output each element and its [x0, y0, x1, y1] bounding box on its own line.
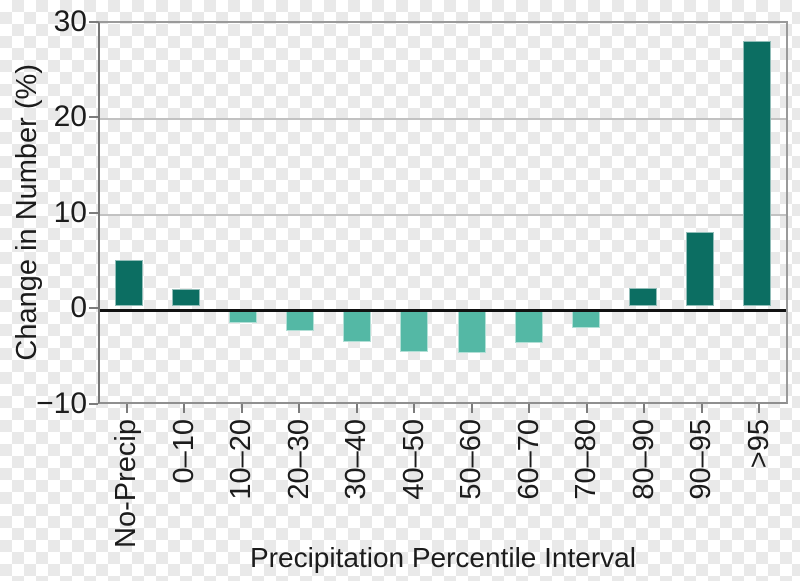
- bar->95: [743, 41, 772, 306]
- y-tick-20: [89, 116, 98, 118]
- x-tick-label-60–70: 60–70: [512, 419, 545, 500]
- bar-70–80: [571, 310, 600, 328]
- x-tick-30–40: [356, 404, 358, 413]
- x-label-slot: 10–20: [213, 419, 271, 548]
- bar-No-Precip: [114, 260, 143, 306]
- bar-80–90: [629, 288, 658, 306]
- bar-slot: [157, 23, 214, 402]
- x-label-slot: 20–30: [271, 419, 329, 548]
- bar-slot: [329, 23, 386, 402]
- y-tick-label--10: −10: [36, 387, 87, 420]
- x-tick-label->95: >95: [742, 419, 775, 469]
- bars-layer: [100, 23, 786, 402]
- gridline-10: [100, 214, 786, 216]
- gridline-20: [100, 118, 786, 120]
- x-tick-40–50: [413, 404, 415, 413]
- y-tick-label-20: 20: [53, 100, 87, 133]
- x-tick-label-80–90: 80–90: [627, 419, 660, 500]
- x-label-slot: 60–70: [501, 419, 559, 548]
- x-label-slot: No-Precip: [98, 419, 156, 548]
- bar-slot: [214, 23, 271, 402]
- x-label-slot: 80–90: [616, 419, 674, 548]
- x-label-slot: 90–95: [673, 419, 731, 548]
- bar-slot: [615, 23, 672, 402]
- x-axis-labels: No-Precip 0–10 10–20 20–30 30–40 40–50 50–60 60…: [98, 419, 788, 548]
- x-axis-title: Precipitation Percentile Interval: [250, 542, 636, 573]
- y-tick-label-10: 10: [53, 196, 87, 229]
- bar-slot: [500, 23, 557, 402]
- y-tick-0: [89, 307, 98, 309]
- zero-line: [100, 309, 786, 312]
- bar-slot: [672, 23, 729, 402]
- y-tick-10: [89, 212, 98, 214]
- x-label-slot: 0–10: [156, 419, 214, 548]
- bar-slot: [386, 23, 443, 402]
- y-tick-label-0: 0: [70, 291, 87, 324]
- x-tick-label-20–30: 20–30: [282, 419, 315, 500]
- y-tick--10: [89, 403, 98, 405]
- bar-60–70: [514, 310, 543, 343]
- x-tick-50–60: [471, 404, 473, 413]
- x-label-slot: >95: [731, 419, 789, 548]
- x-label-slot: 70–80: [558, 419, 616, 548]
- x-tick-0–10: [183, 404, 185, 413]
- bar-slot: [557, 23, 614, 402]
- y-tick-30: [89, 21, 98, 23]
- bar-30–40: [343, 310, 372, 342]
- x-label-slot: 30–40: [328, 419, 386, 548]
- x-tick-label-0–10: 0–10: [167, 419, 200, 484]
- bar-90–95: [686, 232, 715, 306]
- bar-slot: [100, 23, 157, 402]
- x-tick-label-No-Precip: No-Precip: [110, 419, 143, 548]
- x-tick-No-Precip: [126, 404, 128, 413]
- x-label-slot: 40–50: [386, 419, 444, 548]
- x-tick-label-70–80: 70–80: [570, 419, 603, 500]
- x-tick-10–20: [241, 404, 243, 413]
- x-tick-label-30–40: 30–40: [340, 419, 373, 500]
- x-tick-90–95: [701, 404, 703, 413]
- bar-slot: [443, 23, 500, 402]
- x-tick-label-10–20: 10–20: [225, 419, 258, 500]
- plot-area: [98, 21, 788, 404]
- bar-50–60: [457, 310, 486, 353]
- x-label-slot: 50–60: [443, 419, 501, 548]
- x-tick-60–70: [528, 404, 530, 413]
- x-tick-80–90: [643, 404, 645, 413]
- y-tick-label-30: 30: [53, 5, 87, 38]
- x-tick-70–80: [586, 404, 588, 413]
- bar-slot: [272, 23, 329, 402]
- bar-20–30: [286, 310, 315, 331]
- x-tick-20–30: [298, 404, 300, 413]
- x-tick-label-90–95: 90–95: [685, 419, 718, 500]
- x-tick-label-40–50: 40–50: [397, 419, 430, 500]
- x-tick->95: [758, 404, 760, 413]
- bar-40–50: [400, 310, 429, 352]
- bar-slot: [729, 23, 786, 402]
- bar-0–10: [171, 289, 200, 306]
- x-tick-label-50–60: 50–60: [455, 419, 488, 500]
